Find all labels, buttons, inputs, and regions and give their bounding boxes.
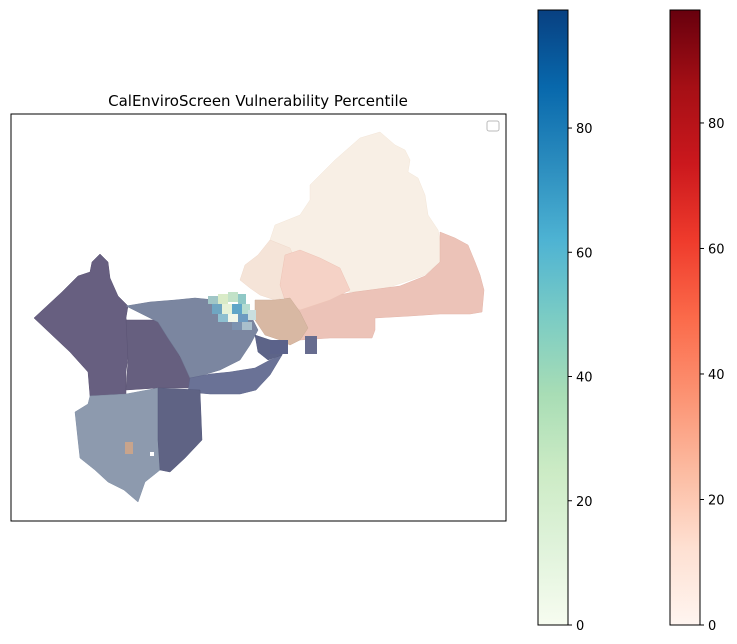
region-central-peach	[279, 249, 351, 311]
colorbar-red-tick-label: 80	[708, 117, 725, 132]
colorbar-blue-tick-label: 20	[576, 495, 593, 510]
colorbar-red-tick-label: 40	[708, 368, 725, 383]
region-east-peach	[293, 231, 485, 341]
region-mid-small-blue	[270, 340, 288, 354]
map-title: CalEnviroScreen Vulnerability Percentile	[108, 92, 408, 110]
colorbar-blue-tick-label: 40	[576, 371, 593, 386]
colorbar-red-tick-label: 20	[708, 493, 725, 508]
region-south-fleck	[125, 442, 133, 454]
region-east-small-blue	[305, 336, 317, 354]
map-regions	[33, 131, 485, 503]
legend-box	[486, 120, 500, 132]
colorbar-red-tick-label: 60	[708, 242, 725, 257]
colorbar-red-tick-label: 0	[708, 619, 716, 634]
region-far-west	[33, 253, 131, 397]
colorbar-red-gradient	[669, 9, 701, 626]
colorbar-red: 0 20 40 60 80	[669, 9, 725, 634]
urban-mosaic	[208, 292, 256, 330]
region-south-dark	[157, 387, 203, 473]
region-central-tan	[254, 297, 309, 346]
region-south-mid	[187, 354, 283, 395]
colorbar-blue-ticks: 0 20 40 60 80	[568, 122, 593, 634]
region-south-fleck-white	[150, 452, 154, 456]
colorbar-blue-tick-label: 80	[576, 122, 593, 137]
colorbar-blue-tick-label: 60	[576, 246, 593, 261]
colorbar-blue-tick-label: 0	[576, 619, 584, 634]
colorbar-blue-gradient	[537, 9, 569, 626]
colorbar-red-ticks: 0 20 40 60 80	[700, 117, 725, 634]
colorbar-blue: 0 20 40 60 80	[537, 9, 593, 634]
